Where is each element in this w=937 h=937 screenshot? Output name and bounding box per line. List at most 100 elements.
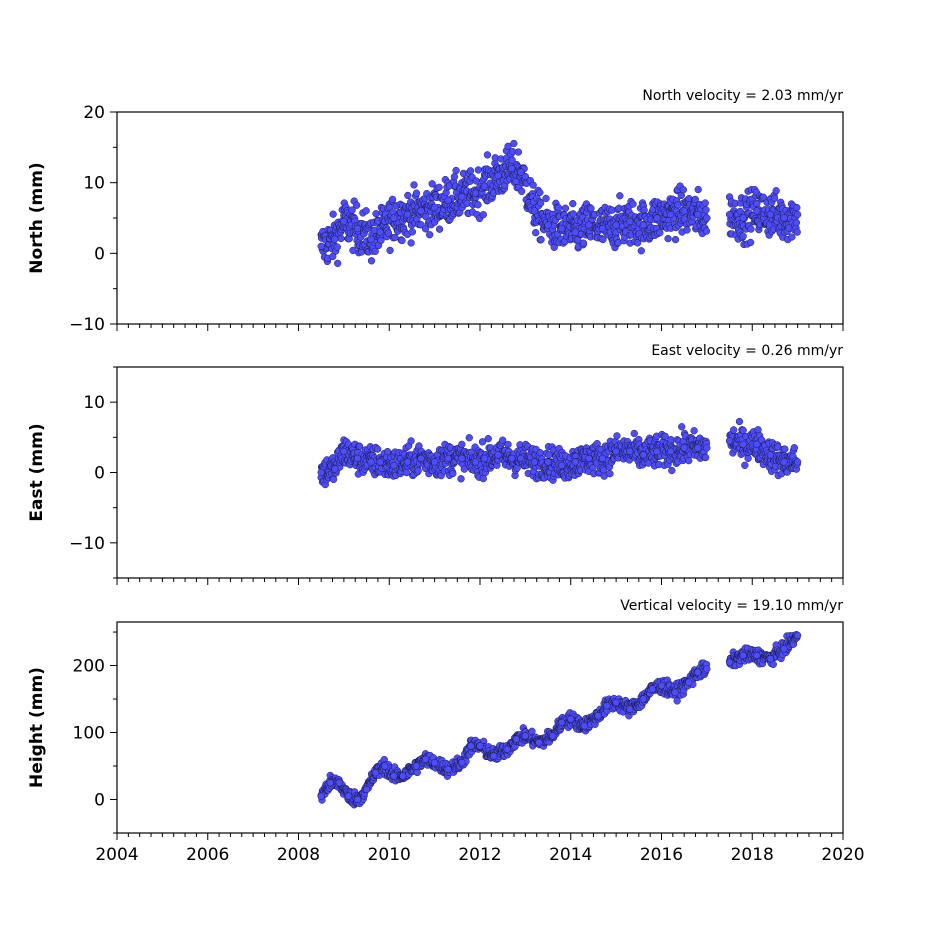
height-data-point [353,795,362,804]
height-data-point [512,735,520,743]
north-data-point [421,225,430,233]
north-data-point [612,221,620,229]
east-data-point [753,440,761,449]
east-axes-frame [116,366,844,579]
height-data-point [344,792,353,800]
height-data-point [612,698,620,707]
north-data-point [390,214,398,222]
east-data-point [626,447,634,456]
north-data-point [554,203,563,212]
east-data-point [585,454,593,463]
north-data-point [694,210,702,219]
height-data-point [458,759,466,767]
east-data-point [458,440,466,449]
east-data-point [499,436,507,444]
north-data-point [494,171,502,180]
north-data-point [747,225,755,233]
height-data-point [594,712,602,720]
north-data-point [435,225,444,233]
east-data-point [407,437,415,445]
height-data-point [421,755,430,763]
north-data-point [653,214,661,222]
north-points [317,139,802,267]
height-data-point [528,727,536,735]
height-data-point [390,772,398,780]
east-velocity-label: East velocity = 0.26 mm/yr [651,343,843,359]
north-data-point [480,182,489,190]
east-y-axis-label: East (mm) [27,423,47,521]
height-data-point [335,779,343,787]
east-data-point [666,447,675,456]
height-data-point [362,785,371,794]
north-data-point [430,203,439,212]
height-data-point [793,631,802,640]
north-data-point [639,221,647,229]
north-data-point [334,259,342,267]
north-data-point [664,234,672,243]
north-data-point [367,235,375,243]
height-data-point [739,651,747,660]
height-data-point [399,772,407,780]
east-data-point [544,458,552,466]
height-data-point [558,718,566,727]
north-data-point [333,243,341,251]
height-data-point [780,645,788,653]
east-data-point [331,465,339,473]
east-data-point [367,458,375,466]
east-data-point [494,451,502,459]
north-data-point [702,206,710,214]
north-data-point [561,204,570,212]
north-data-point [518,187,526,195]
height-data-point [430,759,439,767]
height-data-point [567,715,575,723]
east-data-point [414,467,422,475]
north-data-point [362,207,370,215]
east-data-point [340,447,348,456]
height-data-point [548,732,557,740]
north-data-point [530,207,539,215]
north-data-point [510,139,518,148]
east-data-point [685,456,693,465]
north-data-point [683,226,691,234]
x-tick-label: 2010 [368,845,411,865]
east-data-point [639,451,647,459]
north-data-point [793,228,801,236]
east-data-point [444,454,452,463]
north-data-point [536,199,545,207]
north-data-point [772,187,780,195]
north-data-point [694,185,702,194]
east-data-point [504,440,512,449]
x-tick-label: 2016 [640,845,683,865]
east-data-point [703,444,711,452]
east-data-point [403,458,412,466]
height-y-axis-label: Height (mm) [27,667,47,788]
north-data-point [542,194,550,203]
north-data-point [637,247,645,255]
north-data-point [337,234,345,243]
east-data-point [701,453,710,462]
east-data-point [558,461,566,470]
east-data-point [530,458,539,466]
east-data-point [517,454,525,463]
height-data-point [673,697,681,705]
east-data-point [329,475,338,484]
north-data-point [417,207,425,215]
x-tick-label: 2014 [549,845,592,865]
north-data-point [428,180,436,188]
north-data-point [701,199,709,207]
north-data-point [483,151,492,159]
height-data-point [580,722,589,730]
north-data-point [671,235,680,244]
east-data-point [471,458,480,466]
north-y-tick-label: 20 [83,103,105,123]
east-data-point [661,432,669,441]
x-tick-label: 2006 [186,845,229,865]
east-data-point [484,435,492,443]
north-data-point [571,228,579,236]
north-data-point [529,181,537,189]
north-data-point [452,166,460,175]
east-data-point [613,432,621,440]
north-y-tick-label: 10 [83,174,105,194]
north-panel: −10 0 10 20 North (mm) North velocity = 2.03 … [27,88,844,335]
height-data-point [685,678,693,686]
